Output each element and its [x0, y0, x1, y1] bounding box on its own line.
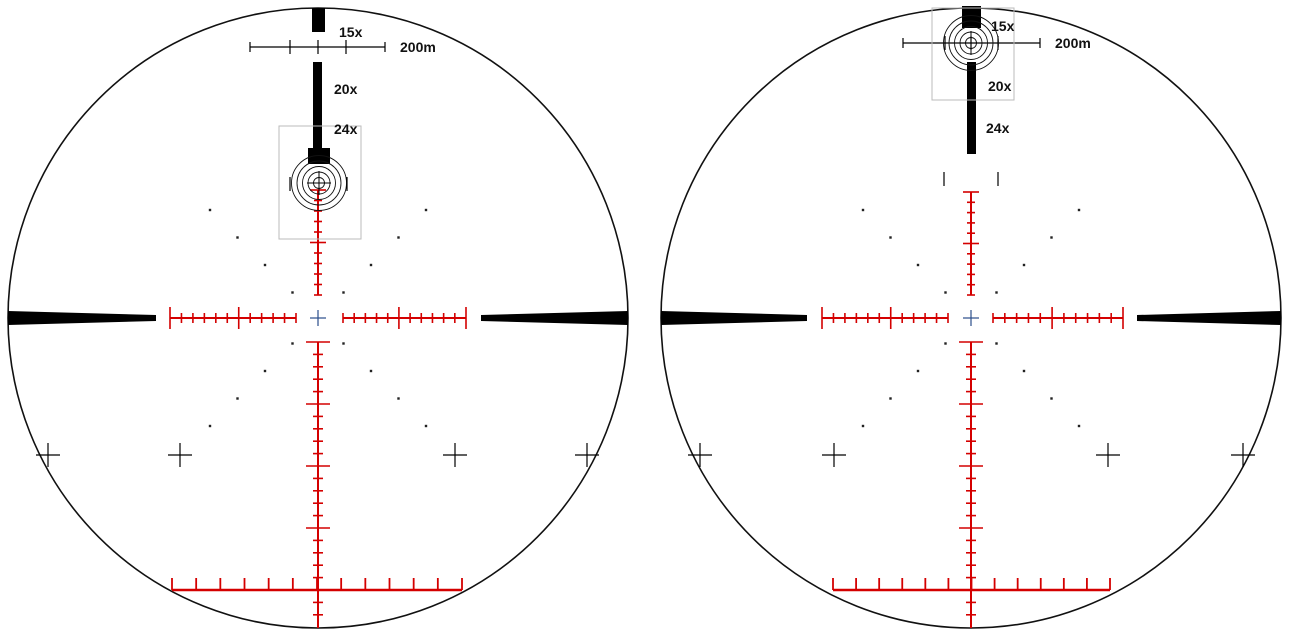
diagonal-dot — [944, 342, 947, 345]
diagonal-dot — [263, 263, 267, 267]
diagonal-dot — [1050, 236, 1053, 239]
diagonal-dot — [1022, 263, 1026, 267]
right-post — [1137, 311, 1281, 325]
diagonal-dot — [995, 342, 998, 345]
top-thick-bar — [967, 62, 976, 154]
diagonal-dot — [342, 342, 345, 345]
target-ring — [943, 15, 999, 71]
diagonal-dot — [291, 291, 294, 294]
diagonal-dot — [1050, 397, 1053, 400]
label-24x: 24x — [334, 121, 358, 137]
diagonal-dot — [1077, 208, 1081, 212]
diagonal-dot — [291, 342, 294, 345]
diagonal-dot — [397, 236, 400, 239]
diagonal-dot — [397, 397, 400, 400]
diagonal-dot — [424, 208, 428, 212]
diagonal-dot — [342, 291, 345, 294]
label-24x: 24x — [986, 120, 1010, 136]
diagonal-dot — [424, 424, 428, 428]
right-reticle: 15x 200m 20x 24x — [660, 6, 1282, 629]
diagonal-dot — [916, 369, 920, 373]
left-reticle-geometry — [7, 7, 629, 629]
diagonal-dot — [889, 397, 892, 400]
target-inset-box — [931, 7, 1015, 101]
left-reticle: 15x 200m 20x 24x — [7, 7, 629, 629]
left-post — [661, 311, 807, 325]
diagonal-dot — [369, 369, 373, 373]
label-15x: 15x — [991, 18, 1015, 34]
diagonal-dot — [995, 291, 998, 294]
right-post — [481, 311, 628, 325]
label-20x: 20x — [334, 81, 358, 97]
target-inset-box — [278, 125, 362, 240]
label-200m: 200m — [400, 39, 436, 55]
diagonal-dot — [236, 236, 239, 239]
top-thick-bar — [312, 8, 325, 32]
diagonal-dot — [208, 424, 212, 428]
diagonal-dot — [944, 291, 947, 294]
diagonal-dot — [1022, 369, 1026, 373]
diagonal-dot — [1077, 424, 1081, 428]
top-thick-bar — [313, 62, 322, 150]
label-20x: 20x — [988, 78, 1012, 94]
label-15x: 15x — [339, 24, 363, 40]
diagonal-dot — [263, 369, 267, 373]
diagonal-dot — [208, 208, 212, 212]
diagonal-dot — [236, 397, 239, 400]
top-thick-bar — [962, 6, 981, 28]
label-200m: 200m — [1055, 35, 1091, 51]
diagonal-dot — [861, 424, 865, 428]
target-ring — [948, 20, 994, 66]
top-thick-bar — [308, 148, 330, 164]
diagonal-dot — [916, 263, 920, 267]
target-ring — [296, 160, 342, 206]
diagonal-dot — [861, 208, 865, 212]
right-reticle-geometry — [660, 6, 1282, 629]
target-ring — [302, 166, 336, 200]
left-post — [8, 311, 156, 325]
diagonal-dot — [369, 263, 373, 267]
target-ring — [954, 26, 988, 60]
diagonal-dot — [889, 236, 892, 239]
